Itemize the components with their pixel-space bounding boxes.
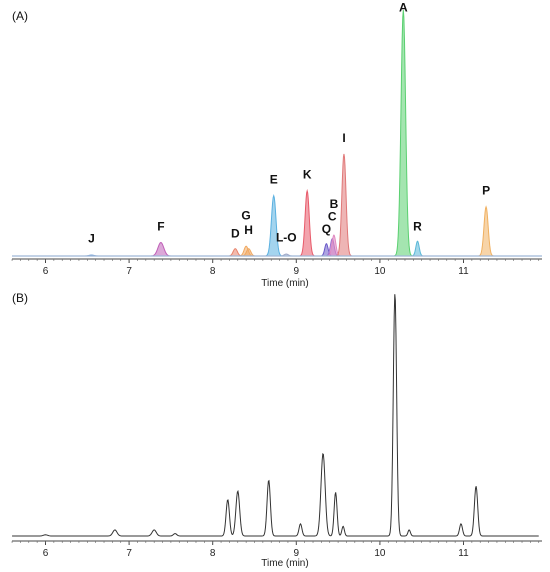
peak-label-l-o: L-O xyxy=(276,230,297,244)
peak-label-a: A xyxy=(399,0,408,14)
panel-a: (A) J F DGH E L-O K QCB I A R P 6 7 8 9 10 11 Time (min… xyxy=(11,0,542,289)
x-tick-label: 8 xyxy=(210,548,216,559)
peak-f xyxy=(131,241,191,257)
panel-b-x-ticks: 6 7 8 9 10 11 xyxy=(11,541,540,559)
x-tick-label: 6 xyxy=(43,548,49,559)
x-tick-label: 6 xyxy=(43,266,49,277)
peak-label-p: P xyxy=(482,184,490,198)
peak-label-k: K xyxy=(303,168,312,182)
peak-label-c: C xyxy=(328,210,337,224)
panel-a-x-ticks: 6 7 8 9 10 11 xyxy=(11,259,540,277)
panel-b-trace xyxy=(12,294,539,537)
peak-label-g: G xyxy=(241,208,250,222)
peak-label-e: E xyxy=(270,173,278,187)
panel-b: (B) 6 7 8 9 10 11 Time (min) xyxy=(11,291,542,569)
x-tick-label: 9 xyxy=(294,548,300,559)
panel-b-x-axis-title: Time (min) xyxy=(261,558,308,569)
peak-e xyxy=(250,194,297,257)
peak-label-j: J xyxy=(88,232,95,246)
peak-label-d: D xyxy=(231,227,240,241)
x-tick-label: 11 xyxy=(458,266,469,277)
panel-a-x-axis-title: Time (min) xyxy=(261,278,308,289)
peak-label-q: Q xyxy=(322,222,331,236)
x-tick-label: 9 xyxy=(294,266,300,277)
panel-a-label: (A) xyxy=(12,9,28,23)
x-tick-label: 8 xyxy=(210,266,216,277)
peak-label-r: R xyxy=(413,219,422,233)
x-tick-label: 7 xyxy=(126,548,132,559)
x-tick-label: 10 xyxy=(374,266,386,277)
x-tick-label: 7 xyxy=(126,266,132,277)
peak-label-h: H xyxy=(244,223,253,237)
peak-label-i: I xyxy=(342,131,345,145)
panel-a-peaks xyxy=(12,9,542,257)
x-tick-label: 10 xyxy=(374,548,386,559)
peak-p xyxy=(465,205,507,257)
peak-label-b: B xyxy=(330,197,339,211)
x-tick-label: 11 xyxy=(458,548,469,559)
panel-a-peak-labels: J F DGH E L-O K QCB I A R P xyxy=(88,0,490,245)
peak-label-f: F xyxy=(157,219,164,233)
panel-b-label: (B) xyxy=(12,291,28,305)
chromatogram-trace xyxy=(12,294,539,537)
